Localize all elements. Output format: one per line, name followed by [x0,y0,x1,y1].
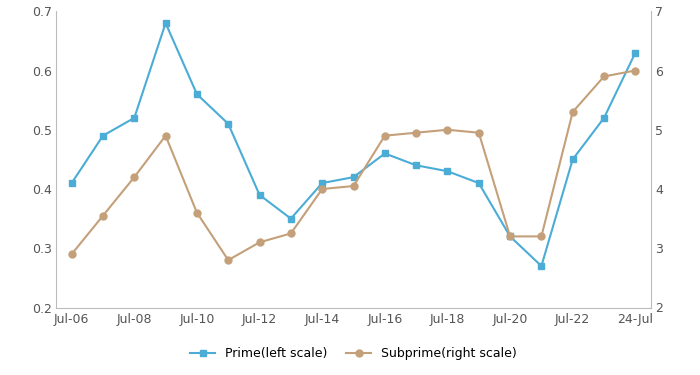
Prime(left scale) [287,216,295,221]
Subprime(right scale) [256,240,264,244]
Subprime(right scale) [224,258,232,262]
Subprime(right scale) [381,134,389,138]
Prime(left scale) [568,157,577,162]
Subprime(right scale) [600,74,608,79]
Prime(left scale) [349,175,358,179]
Subprime(right scale) [631,68,640,73]
Prime(left scale) [506,234,514,238]
Prime(left scale) [475,181,483,185]
Prime(left scale) [443,169,452,174]
Prime(left scale) [256,193,264,197]
Subprime(right scale) [318,187,326,191]
Prime(left scale) [600,116,608,120]
Prime(left scale) [412,163,420,168]
Subprime(right scale) [162,134,170,138]
Subprime(right scale) [67,252,76,257]
Subprime(right scale) [130,175,139,179]
Subprime(right scale) [506,234,514,238]
Subprime(right scale) [287,231,295,236]
Prime(left scale) [130,116,139,120]
Prime(left scale) [99,134,107,138]
Prime(left scale) [381,151,389,156]
Prime(left scale) [162,21,170,26]
Subprime(right scale) [443,128,452,132]
Subprime(right scale) [99,213,107,218]
Prime(left scale) [67,181,76,185]
Subprime(right scale) [537,234,545,238]
Subprime(right scale) [349,184,358,188]
Prime(left scale) [224,122,232,126]
Subprime(right scale) [412,130,420,135]
Subprime(right scale) [568,110,577,114]
Legend: Prime(left scale), Subprime(right scale): Prime(left scale), Subprime(right scale) [190,348,517,360]
Subprime(right scale) [193,210,201,215]
Prime(left scale) [631,51,640,55]
Line: Prime(left scale): Prime(left scale) [68,20,639,270]
Prime(left scale) [193,92,201,96]
Subprime(right scale) [475,130,483,135]
Prime(left scale) [537,264,545,268]
Line: Subprime(right scale): Subprime(right scale) [68,67,639,264]
Prime(left scale) [318,181,326,185]
